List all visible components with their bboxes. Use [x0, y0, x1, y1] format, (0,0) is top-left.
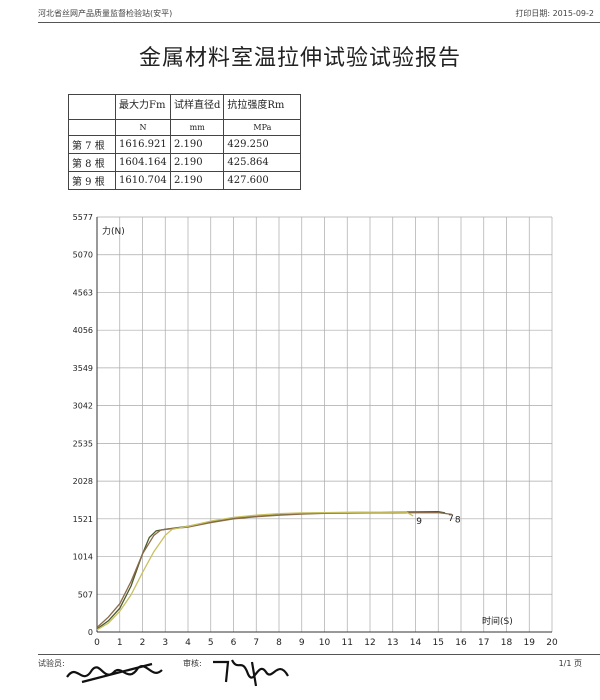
table-cell: 第 9 根 — [68, 171, 116, 190]
table-row: 第 8 根 1604.164 2.190 425.864 — [68, 153, 302, 172]
table-row: 第 9 根 1610.704 2.190 427.600 — [68, 171, 302, 190]
table-cell: 1610.704 — [115, 171, 171, 190]
x-tick-label: 10 — [319, 638, 331, 648]
x-axis-label: 时间(S) — [482, 615, 513, 627]
chart-series: 7 8 9 — [96, 511, 461, 631]
page-title: 金属材料室温拉伸试验试验报告 — [138, 46, 461, 71]
y-tick-label: 1521 — [73, 515, 93, 524]
footer-tester-label: 试验员: — [38, 659, 65, 668]
x-tick-label: 5 — [208, 638, 214, 648]
x-tick-label: 16 — [455, 638, 467, 648]
x-tick-label: 1 — [117, 638, 123, 648]
table-row: 第 7 根 1616.921 2.190 429.250 — [68, 135, 302, 154]
series-line-8 — [96, 511, 452, 628]
series-line-9 — [96, 511, 414, 631]
x-tick-label: 19 — [524, 638, 536, 648]
y-tick-label: 2028 — [73, 477, 93, 486]
checker-signature — [213, 659, 289, 687]
table-header-cell: 最大力Fm — [115, 94, 171, 120]
x-tick-label: 14 — [410, 638, 422, 648]
header-print-date: 打印日期: 2015-09-2 — [515, 9, 594, 18]
results-table: 最大力Fm 试样直径d 抗拉强度Rm N mm MPa 第 7 根 1616.9… — [68, 94, 302, 190]
table-header-cell: 抗拉强度Rm — [223, 94, 302, 120]
footer-divider — [38, 654, 600, 655]
x-tick-label: 17 — [478, 638, 489, 648]
x-tick-label: 2 — [140, 638, 146, 648]
y-tick-label: 2535 — [73, 439, 93, 448]
x-tick-label: 9 — [299, 638, 305, 648]
y-tick-label: 0 — [88, 628, 93, 637]
x-tick-label: 4 — [185, 638, 191, 648]
x-tick-label: 11 — [342, 638, 353, 648]
y-tick-label: 1014 — [73, 553, 93, 562]
y-tick-label: 507 — [78, 590, 93, 599]
header-divider — [38, 22, 600, 23]
y-tick-label: 4563 — [73, 288, 93, 297]
footer-checker-label: 审核: — [183, 659, 202, 668]
x-tick-label: 3 — [162, 638, 168, 648]
x-tick-label: 18 — [501, 638, 513, 648]
y-axis-label: 力(N) — [102, 225, 125, 237]
x-tick-label: 12 — [364, 638, 375, 648]
y-tick-label: 5070 — [73, 251, 93, 260]
x-tick-label: 13 — [387, 638, 398, 648]
chart-grid — [97, 216, 553, 632]
table-cell: 2.190 — [169, 171, 225, 190]
tester-signature — [66, 662, 163, 684]
x-tick-label: 7 — [253, 638, 259, 648]
x-tick-label: 20 — [546, 638, 558, 648]
chart-axes: 0 1 2 3 4 5 6 7 8 9 10 11 12 13 14 15 16 17 18 19 2005071014… — [73, 213, 558, 648]
x-tick-label: 0 — [94, 638, 100, 648]
table-cell: 427.600 — [223, 171, 302, 190]
series-end-label: 7 — [448, 514, 454, 524]
x-tick-label: 8 — [276, 638, 282, 648]
header-station-name: 河北省丝网产品质量监督检验站(安平) — [38, 9, 173, 18]
y-tick-label: 4056 — [73, 326, 93, 335]
series-end-label: 9 — [416, 517, 422, 527]
y-tick-label: 3042 — [73, 402, 93, 411]
y-tick-label: 5577 — [73, 213, 93, 222]
x-tick-label: 6 — [231, 638, 237, 648]
x-tick-label: 15 — [433, 638, 444, 648]
series-end-label: 8 — [455, 515, 461, 525]
footer-page-number: 1/1 页 — [558, 659, 582, 668]
y-tick-label: 3549 — [73, 364, 93, 373]
